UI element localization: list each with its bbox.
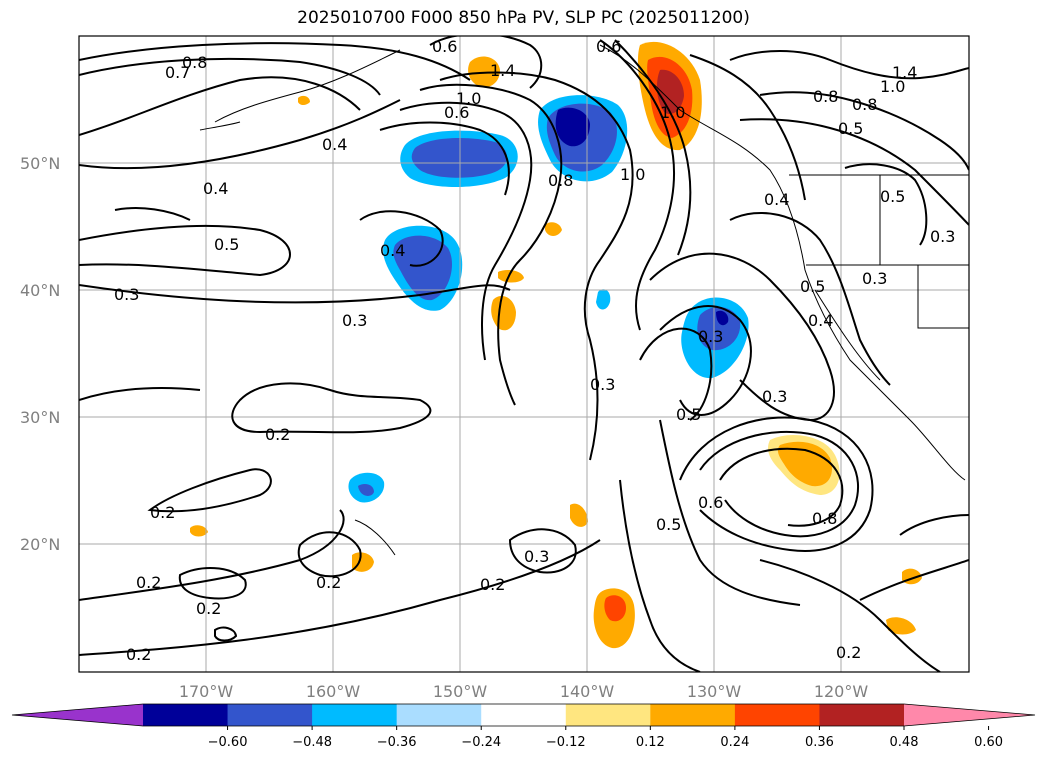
contour-label: 0.5 bbox=[676, 405, 701, 424]
contour-label: 0.2 bbox=[136, 573, 161, 592]
contour-label: 1.0 bbox=[456, 89, 481, 108]
slp-contours bbox=[79, 36, 969, 672]
contour-label: 0.8 bbox=[548, 171, 573, 190]
colorbar-tick-label: −0.12 bbox=[546, 735, 586, 750]
contour-label: 0.3 bbox=[114, 285, 139, 304]
colorbar-tick-label: −0.24 bbox=[461, 735, 501, 750]
contour-label: 0.3 bbox=[762, 387, 787, 406]
contour-label: 0.5 bbox=[214, 235, 239, 254]
contour-label: 0.2 bbox=[836, 643, 861, 662]
contour-label: 0.2 bbox=[196, 599, 221, 618]
contour-labels: 0.8 0.7 0.4 0.4 0.5 0.3 0.3 0.2 0.2 0.2 … bbox=[114, 37, 955, 664]
colorbar-swatch bbox=[734, 704, 820, 726]
contour-label: 0.3 bbox=[698, 327, 723, 346]
contour-label: 0.2 bbox=[126, 645, 151, 664]
contour-label: 1.0 bbox=[620, 165, 645, 184]
colorbar-swatch bbox=[143, 704, 229, 726]
colorbar-swatch bbox=[396, 704, 482, 726]
contour-label: 1.0 bbox=[880, 77, 905, 96]
contour-label: 0.6 bbox=[596, 37, 621, 56]
contour-label: 0.7 bbox=[165, 63, 190, 82]
colorbar-swatch bbox=[227, 704, 313, 726]
lat-label: 40°N bbox=[20, 281, 60, 300]
lat-label: 50°N bbox=[20, 154, 60, 173]
lon-label: 150°W bbox=[433, 682, 488, 701]
contour-label: 0.8 bbox=[182, 53, 207, 72]
colorbar-swatch bbox=[481, 704, 567, 726]
colorbar-tick-label: 0.60 bbox=[974, 735, 1003, 750]
colorbar-tick-label: 0.48 bbox=[890, 735, 919, 750]
contour-label: 0.5 bbox=[800, 277, 825, 296]
contour-label: 0.2 bbox=[265, 425, 290, 444]
contour-label: 0.3 bbox=[590, 375, 615, 394]
contour-label: 0.3 bbox=[342, 311, 367, 330]
latitude-labels: 50°N 40°N 30°N 20°N bbox=[20, 154, 60, 554]
lon-label: 120°W bbox=[814, 682, 869, 701]
contour-label: 0.5 bbox=[880, 187, 905, 206]
colorbar-tick-label: 0.36 bbox=[805, 735, 834, 750]
contour-label: 0.5 bbox=[838, 119, 863, 138]
contour-label: 0.3 bbox=[524, 547, 549, 566]
colorbar-tick-label: −0.36 bbox=[377, 735, 417, 750]
contour-label: 1.0 bbox=[660, 103, 685, 122]
contour-label: 0.4 bbox=[764, 190, 789, 209]
colorbar-tick-label: −0.48 bbox=[292, 735, 332, 750]
contour-label: 0.4 bbox=[322, 135, 347, 154]
contour-label: 0.3 bbox=[862, 269, 887, 288]
contour-label: 0.8 bbox=[813, 87, 838, 106]
colorbar-swatch bbox=[819, 704, 905, 726]
map-background bbox=[79, 36, 969, 672]
lon-label: 170°W bbox=[179, 682, 234, 701]
contour-label: 0.4 bbox=[380, 241, 405, 260]
colorbar-extend-low bbox=[12, 704, 143, 726]
lon-label: 140°W bbox=[560, 682, 615, 701]
map-frame bbox=[78, 35, 970, 673]
contour-label: 0.3 bbox=[930, 227, 955, 246]
contour-label: 0.6 bbox=[444, 103, 469, 122]
contour-label: 0.6 bbox=[432, 37, 457, 56]
colorbar-tick-label: −0.60 bbox=[208, 735, 248, 750]
lon-label: 160°W bbox=[306, 682, 361, 701]
contour-label: 0.6 bbox=[698, 493, 723, 512]
lon-label: 130°W bbox=[687, 682, 742, 701]
colorbar-extend-high bbox=[904, 704, 1035, 726]
contour-label: 0.8 bbox=[852, 95, 877, 114]
colorbar-tick-label: 0.12 bbox=[636, 735, 665, 750]
colorbar-swatch bbox=[650, 704, 736, 726]
contour-label: 1.4 bbox=[490, 61, 515, 80]
contour-label: 0.5 bbox=[656, 515, 681, 534]
colorbar-outline bbox=[11, 703, 1036, 727]
colorbar-tick-label: 0.24 bbox=[720, 735, 749, 750]
contour-label: 0.4 bbox=[203, 179, 228, 198]
contour-label: 0.2 bbox=[150, 503, 175, 522]
colorbar-swatch bbox=[312, 704, 398, 726]
contour-label: 0.4 bbox=[808, 311, 833, 330]
lat-label: 20°N bbox=[20, 535, 60, 554]
contour-label: 0.2 bbox=[480, 575, 505, 594]
lat-label: 30°N bbox=[20, 408, 60, 427]
contour-label: 1.4 bbox=[892, 63, 917, 82]
colorbar-swatch bbox=[565, 704, 651, 726]
colorbar: −0.60 −0.48 −0.36 −0.24 −0.12 0.12 0.24 0.36 0.4… bbox=[11, 703, 1036, 750]
map-title: 2025010700 F000 850 hPa PV, SLP PC (2025… bbox=[297, 8, 750, 28]
longitude-labels: 170°W 160°W 150°W 140°W 130°W 120°W bbox=[179, 682, 869, 701]
contour-label: 0.2 bbox=[316, 573, 341, 592]
contour-label: 0.8 bbox=[812, 509, 837, 528]
